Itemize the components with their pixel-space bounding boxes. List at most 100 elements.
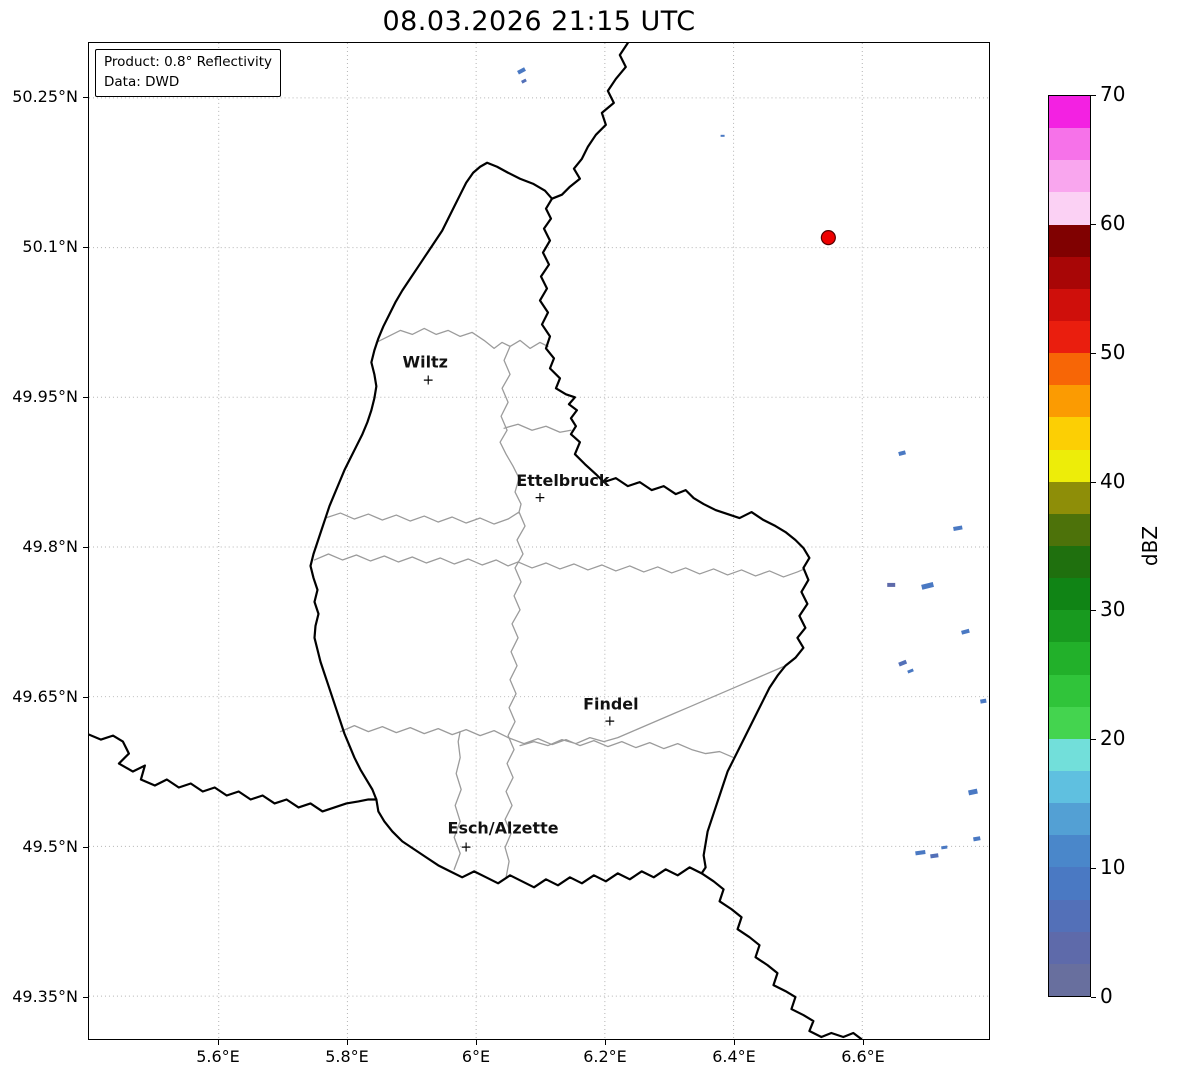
belgium-germany-border xyxy=(550,43,629,200)
city-label: Esch/Alzette xyxy=(448,818,559,837)
canton-borders-layer xyxy=(313,327,806,878)
colorbar-tick-label: 0 xyxy=(1100,984,1113,1008)
radar-echo-layer xyxy=(517,67,987,859)
colorbar-band xyxy=(1049,674,1090,707)
colorbar-tick-label: 30 xyxy=(1100,597,1126,622)
annotation-product-line: Product: 0.8° Reflectivity xyxy=(104,54,272,70)
luxembourg-border xyxy=(309,161,811,889)
colorbar-band xyxy=(1049,513,1090,546)
radar-echo xyxy=(517,67,526,75)
colorbar-band xyxy=(1049,706,1090,739)
colorbar-tick-label: 70 xyxy=(1100,82,1126,106)
colorbar-band xyxy=(1049,256,1090,289)
colorbar-band xyxy=(1049,867,1090,900)
colorbar-band xyxy=(1049,192,1090,225)
colorbar-tick-mark xyxy=(1091,481,1096,483)
y-tick-mark xyxy=(83,847,88,848)
radar-echo xyxy=(907,668,914,674)
colorbar-tick-label: 50 xyxy=(1100,339,1126,364)
radar-echo xyxy=(941,845,948,850)
city-label: Findel xyxy=(583,695,638,714)
radar-site-marker xyxy=(820,230,836,246)
colorbar-band xyxy=(1049,160,1090,193)
annotation-data-line: Data: DWD xyxy=(104,73,180,90)
city-label: Wiltz xyxy=(403,352,448,371)
y-tick-mark xyxy=(83,247,88,248)
map-plot: + Wiltz + Ettelbruck + Findel + Esch/Alzette Pr… xyxy=(88,42,990,1040)
map-canvas: +Wiltz+Ettelbruck+Findel+Esch/Alzette xyxy=(89,43,989,1039)
x-tick-mark xyxy=(605,1040,606,1045)
france-belgium-border xyxy=(89,733,378,813)
y-tick-mark xyxy=(83,397,88,398)
y-tick-label: 50.25°N xyxy=(12,87,78,106)
x-tick-mark xyxy=(734,1040,735,1045)
colorbar-tick-mark xyxy=(1091,610,1096,612)
y-tick-label: 50.1°N xyxy=(22,237,78,256)
colorbar-band xyxy=(1049,835,1090,868)
radar-echo xyxy=(898,450,906,457)
country-borders-layer xyxy=(89,43,863,1039)
colorbar-band xyxy=(1049,288,1090,321)
colorbar-tick-label: 20 xyxy=(1100,726,1126,751)
figure-title: 08.03.2026 21:15 UTC xyxy=(382,6,696,37)
colorbar xyxy=(1048,95,1091,997)
colorbar-band xyxy=(1049,128,1090,161)
radar-echo xyxy=(921,582,934,590)
y-tick-mark xyxy=(83,97,88,98)
colorbar-band xyxy=(1049,385,1090,418)
x-tick-label: 6.2°E xyxy=(583,1047,627,1066)
colorbar-tick-mark xyxy=(1091,997,1096,998)
colorbar-band xyxy=(1049,738,1090,771)
x-tick-mark xyxy=(476,1040,477,1045)
canton-borders xyxy=(313,327,806,878)
colorbar-band xyxy=(1049,481,1090,514)
colorbar-band xyxy=(1049,578,1090,611)
y-tick-label: 49.8°N xyxy=(22,537,78,556)
colorbar-band xyxy=(1049,545,1090,579)
x-tick-label: 5.8°E xyxy=(325,1047,369,1066)
y-tick-label: 49.65°N xyxy=(12,687,78,706)
product-annotation-box: Product: 0.8° Reflectivity Data: DWD xyxy=(95,49,281,98)
colorbar-tick-mark xyxy=(1091,868,1096,870)
y-tick-mark xyxy=(83,697,88,698)
x-tick-mark xyxy=(347,1040,348,1045)
radar-echo xyxy=(898,659,908,667)
colorbar-tick-mark xyxy=(1091,352,1096,354)
colorbar-band xyxy=(1049,642,1090,675)
city-plus-marker: + xyxy=(534,490,546,506)
colorbar-label: dBZ xyxy=(1138,525,1162,567)
y-tick-mark xyxy=(83,997,88,998)
site-marker-layer xyxy=(820,230,836,246)
radar-echo xyxy=(953,525,963,531)
colorbar-tick-mark xyxy=(1091,95,1096,96)
x-tick-mark xyxy=(218,1040,219,1045)
y-tick-label: 49.35°N xyxy=(12,987,78,1006)
city-label: Ettelbruck xyxy=(516,471,610,490)
colorbar-band xyxy=(1049,449,1090,482)
y-tick-label: 49.95°N xyxy=(12,387,78,406)
city-plus-marker: + xyxy=(460,839,472,855)
y-tick-label: 49.5°N xyxy=(22,837,78,856)
radar-echo xyxy=(887,582,896,587)
colorbar-band xyxy=(1049,963,1090,996)
radar-echo xyxy=(930,853,939,859)
x-tick-mark xyxy=(863,1040,864,1045)
radar-echo xyxy=(961,628,970,635)
colorbar-band xyxy=(1049,931,1090,964)
radar-echo xyxy=(973,836,981,842)
radar-echo xyxy=(915,849,926,856)
x-tick-label: 6.6°E xyxy=(841,1047,885,1066)
radar-echo xyxy=(720,134,725,137)
radar-echo xyxy=(521,78,527,84)
y-tick-mark xyxy=(83,547,88,548)
colorbar-band xyxy=(1049,353,1090,386)
colorbar-band xyxy=(1049,320,1090,354)
colorbar-tick-label: 40 xyxy=(1100,468,1126,493)
radar-echo xyxy=(980,698,987,704)
colorbar-tick-label: 10 xyxy=(1100,855,1126,880)
grid-layer xyxy=(89,43,989,1039)
x-tick-label: 6°E xyxy=(461,1047,491,1066)
x-tick-label: 5.6°E xyxy=(196,1047,240,1066)
colorbar-band xyxy=(1049,224,1090,257)
